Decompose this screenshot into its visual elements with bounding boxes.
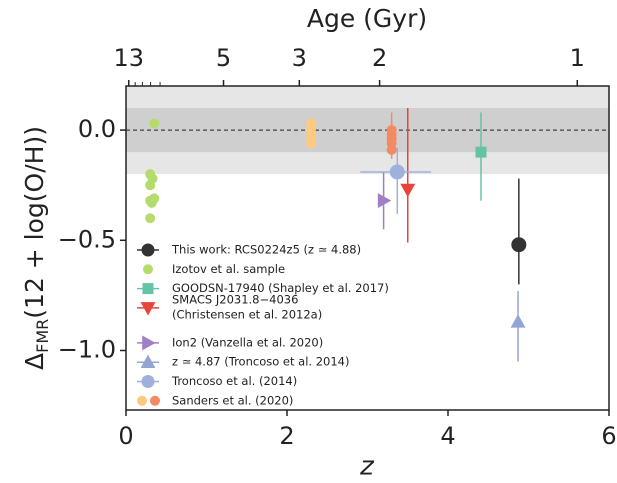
x-tick-label: 4 (440, 422, 455, 450)
legend-marker (142, 283, 154, 295)
y-tick-label: 0.0 (78, 115, 116, 143)
x2-axis-label: Age (Gyr) (307, 4, 427, 33)
point (377, 193, 392, 209)
point (146, 197, 157, 208)
legend-label: Troncoso et al. (2014) (171, 374, 297, 388)
point (149, 118, 160, 129)
point (475, 146, 487, 158)
legend-marker (141, 243, 155, 257)
x-tick-label: 2 (279, 422, 294, 450)
legend-marker (137, 395, 147, 406)
point (386, 144, 397, 155)
point (389, 164, 405, 180)
legend-label: z ≃ 4.87 (Troncoso et al. 2014) (172, 355, 349, 369)
point (145, 180, 156, 191)
x2-tick-label: 13 (113, 44, 144, 72)
point (511, 237, 527, 253)
legend-label: Ion2 (Vanzella et al. 2020) (172, 335, 323, 349)
y-label-part: Δ (20, 353, 49, 370)
y-label-part: (12 + log(O/H)) (20, 126, 49, 319)
legend-label: This work: RCS0224z5 (z ≃ 4.88) (171, 243, 361, 257)
x-tick-label: 6 (601, 422, 616, 450)
legend-marker (140, 354, 156, 368)
legend-label: SMACS J2031.8−4036 (172, 292, 298, 306)
point (510, 314, 526, 328)
point (306, 138, 317, 149)
legend-label: Sanders et al. (2020) (172, 393, 293, 407)
y-label-sub: FMR (33, 319, 52, 353)
plot (126, 86, 609, 362)
legend-marker (142, 335, 156, 351)
x2-tick-label: 3 (292, 44, 307, 72)
plot-frame (125, 85, 610, 411)
point (400, 183, 416, 198)
point (145, 213, 156, 224)
legend-label: (Christensen et al. 2012a) (172, 307, 322, 321)
x2-tick-label: 2 (372, 44, 387, 72)
legend-marker (140, 302, 156, 316)
y-tick-label: −1.0 (58, 335, 116, 363)
legend-marker (150, 395, 160, 406)
legend-marker (143, 264, 153, 275)
legend-label: GOODSN-17940 (Shapley et al. 2017) (172, 281, 389, 295)
x2-tick-label: 5 (216, 44, 231, 72)
y-axis-label: ΔFMR(12 + log(O/H)) (20, 126, 52, 370)
x2-tick-label: 1 (570, 44, 585, 72)
legend-label: Izotov et al. sample (172, 262, 285, 276)
y-tick-label: −0.5 (58, 225, 116, 253)
x-axis-label: z (359, 452, 375, 482)
legend-marker (141, 375, 155, 388)
x-tick-label: 0 (118, 422, 133, 450)
